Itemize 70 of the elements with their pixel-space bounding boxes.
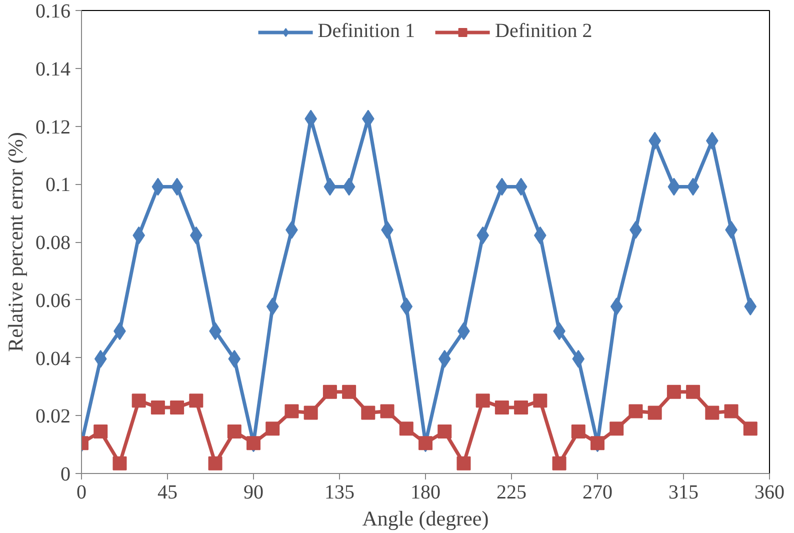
point bbox=[744, 298, 757, 316]
y-tick-label: 0.14 bbox=[36, 58, 70, 80]
point bbox=[705, 406, 720, 420]
x-tick-label: 180 bbox=[410, 482, 440, 504]
x-tick-label: 225 bbox=[496, 482, 526, 504]
y-tick-label: 0.12 bbox=[36, 116, 70, 138]
x-tick-label: 270 bbox=[582, 482, 612, 504]
point bbox=[610, 422, 624, 436]
x-tick-label: 360 bbox=[754, 482, 784, 504]
y-tick-label: 0.08 bbox=[36, 232, 70, 254]
x-tick-label: 0 bbox=[76, 482, 86, 504]
point bbox=[152, 178, 164, 196]
y-tick-label: 0.06 bbox=[36, 290, 70, 312]
point bbox=[112, 456, 127, 470]
point bbox=[304, 406, 318, 420]
point bbox=[342, 178, 356, 196]
x-tick-label: 90 bbox=[244, 482, 264, 504]
y-tick-label: 0.02 bbox=[36, 406, 70, 428]
point bbox=[686, 178, 700, 196]
point bbox=[686, 384, 700, 399]
y-tick-label: 0.04 bbox=[36, 348, 70, 370]
y-tick-label: 0.16 bbox=[36, 0, 70, 22]
point bbox=[324, 178, 336, 196]
point bbox=[189, 394, 204, 408]
legend-label: Definition 1 bbox=[318, 20, 415, 43]
y-tick-label: 0 bbox=[60, 464, 70, 486]
point bbox=[94, 350, 107, 368]
point bbox=[150, 400, 165, 415]
point bbox=[494, 400, 509, 415]
legend-label: Definition 2 bbox=[495, 20, 592, 43]
point bbox=[132, 394, 146, 408]
x-tick-label: 45 bbox=[158, 482, 178, 504]
x-tick-label: 135 bbox=[324, 482, 354, 504]
point bbox=[476, 394, 490, 408]
point bbox=[743, 422, 758, 436]
point bbox=[552, 456, 566, 470]
point bbox=[514, 400, 528, 415]
point bbox=[648, 406, 662, 420]
point bbox=[571, 424, 586, 439]
point bbox=[572, 350, 585, 368]
point bbox=[438, 424, 452, 439]
point bbox=[628, 404, 643, 418]
point bbox=[380, 404, 394, 418]
point bbox=[400, 298, 413, 316]
y-tick-label: 0.1 bbox=[46, 174, 70, 196]
point bbox=[514, 178, 528, 196]
x-axis-title: Angle (degree) bbox=[362, 506, 489, 530]
x-tick-label: 315 bbox=[668, 482, 698, 504]
point bbox=[170, 400, 184, 415]
point bbox=[266, 298, 279, 316]
point bbox=[322, 384, 337, 399]
point bbox=[94, 424, 108, 439]
point bbox=[266, 422, 280, 436]
point bbox=[284, 404, 299, 418]
point bbox=[533, 394, 548, 408]
point bbox=[438, 350, 451, 368]
point bbox=[724, 404, 738, 418]
point bbox=[456, 456, 471, 470]
point bbox=[342, 384, 356, 399]
y-axis-title: Relative percent error (%) bbox=[4, 132, 28, 352]
point bbox=[666, 384, 681, 399]
point bbox=[228, 350, 241, 368]
point bbox=[399, 422, 414, 436]
point bbox=[227, 424, 242, 439]
point bbox=[496, 178, 508, 196]
point bbox=[170, 178, 184, 196]
point bbox=[361, 406, 376, 420]
point bbox=[610, 298, 623, 316]
point bbox=[208, 456, 222, 470]
point bbox=[668, 178, 680, 196]
